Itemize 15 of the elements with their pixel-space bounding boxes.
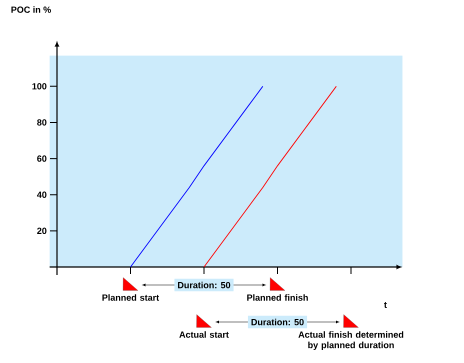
text: Actual finish determined by planned duration <box>298 331 404 350</box>
y-tick-label: 20 <box>37 228 46 234</box>
line-series <box>130 86 264 268</box>
text: Actual start <box>179 331 229 338</box>
y-tick-label: 100 <box>32 83 46 90</box>
y-tick-label: 80 <box>37 119 46 126</box>
x-axis-title: t <box>384 302 387 308</box>
y-axis-title: POC in % <box>11 6 51 13</box>
line-series <box>204 86 337 268</box>
text: Planned finish <box>247 294 308 301</box>
text: Planned start <box>102 294 160 301</box>
text: Duration: 50 <box>252 318 304 326</box>
y-tick-label: 40 <box>36 192 46 198</box>
text: Duration: 50 <box>178 282 230 288</box>
y-tick-label: 60 <box>37 155 46 162</box>
